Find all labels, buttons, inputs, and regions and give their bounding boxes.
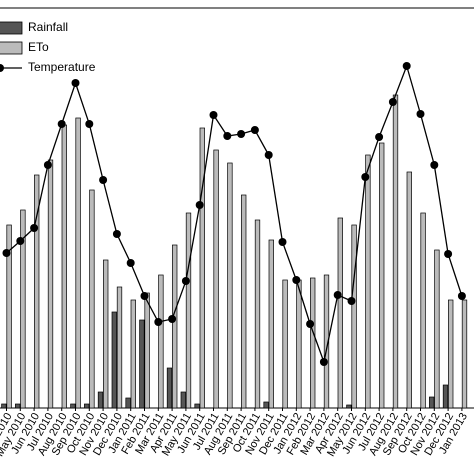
bar [310, 277, 316, 409]
bar [434, 249, 440, 409]
legend-swatch [0, 21, 23, 35]
bar [6, 224, 12, 409]
bar [97, 391, 104, 409]
bar [130, 299, 136, 409]
point [195, 201, 204, 209]
point [181, 277, 190, 285]
bar [199, 127, 205, 409]
point [126, 259, 135, 267]
point [154, 318, 163, 326]
point [402, 62, 411, 70]
point [57, 120, 66, 128]
bar [34, 174, 40, 409]
point [416, 110, 425, 118]
point [85, 120, 94, 128]
point [30, 224, 39, 232]
bar [139, 319, 145, 409]
point [388, 98, 397, 106]
bar [323, 274, 330, 409]
point [444, 250, 453, 258]
point [292, 276, 301, 284]
bar [392, 94, 399, 409]
legend-swatch [0, 41, 23, 55]
bar [47, 159, 54, 409]
point [2, 249, 11, 257]
bar [70, 403, 76, 409]
point [250, 126, 259, 134]
legend-label: Rainfall [28, 20, 68, 34]
bar [116, 286, 123, 409]
bar [227, 162, 233, 409]
bar [103, 259, 109, 409]
point [457, 292, 466, 300]
point [168, 315, 177, 323]
point [99, 176, 108, 184]
line [6, 63, 463, 365]
bar [75, 117, 81, 409]
point [333, 291, 342, 299]
point [306, 320, 315, 328]
bar [61, 124, 67, 409]
bar [263, 401, 269, 409]
point [43, 161, 52, 169]
bar [185, 212, 192, 409]
bar [406, 171, 412, 409]
bar [89, 189, 95, 409]
point [16, 237, 25, 245]
bar [420, 212, 426, 409]
bar [166, 367, 173, 409]
point [361, 173, 370, 181]
bar [1, 403, 7, 409]
point [209, 111, 218, 119]
bar [111, 311, 117, 409]
bar [429, 396, 435, 409]
bar [20, 209, 26, 409]
point [264, 151, 273, 159]
bar [241, 194, 247, 409]
point [237, 130, 246, 138]
bar [15, 403, 21, 409]
point [112, 230, 121, 238]
bar [351, 224, 357, 409]
bar [172, 244, 178, 409]
point [375, 133, 384, 141]
bar [125, 397, 131, 409]
bar [180, 391, 186, 409]
bar [337, 217, 343, 409]
bar [84, 403, 90, 409]
bar [144, 292, 150, 409]
bar [461, 299, 468, 409]
bar [158, 274, 164, 409]
point [140, 292, 149, 300]
bar [442, 384, 449, 409]
bar [365, 154, 371, 409]
bar [296, 279, 302, 409]
bar [379, 142, 385, 409]
legend-label: ETo [28, 40, 49, 54]
bar [346, 404, 352, 409]
legend-marker [0, 64, 4, 72]
bar [268, 239, 274, 409]
point [319, 358, 328, 366]
point [347, 297, 356, 305]
bar [282, 279, 288, 409]
bar [254, 219, 261, 409]
point [278, 238, 287, 246]
bar [448, 299, 454, 409]
bar [194, 403, 200, 409]
point [71, 79, 80, 87]
legend-label: Temperature [28, 60, 96, 74]
point [430, 161, 439, 169]
point [223, 132, 232, 140]
bar [213, 149, 219, 409]
